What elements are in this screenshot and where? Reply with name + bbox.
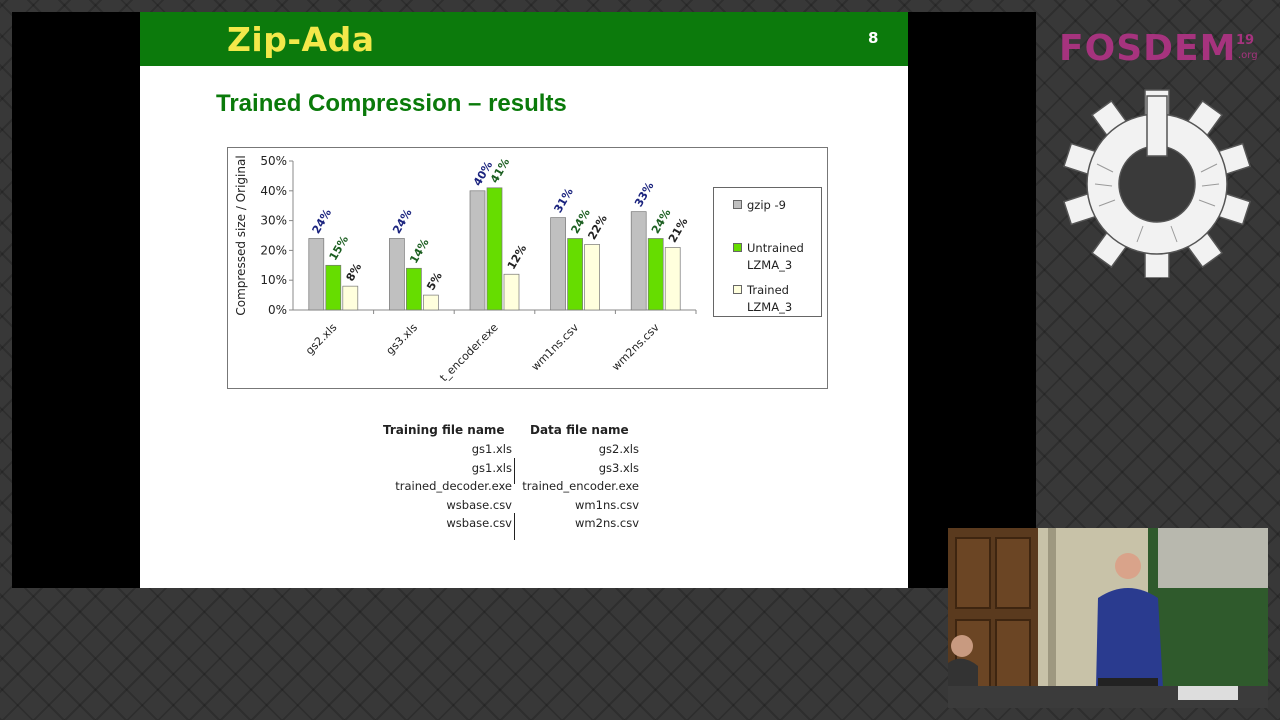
bar-chart: 0% 10% 20% 30% 40% 50% Compressed size / Origi… — [227, 147, 828, 389]
legend-swatch-untrained — [733, 243, 742, 252]
speaker-camera-image — [948, 528, 1268, 708]
table-cell-data: trained_encoder.exe — [522, 479, 639, 493]
y-tick-label: 20% — [260, 243, 287, 257]
fosdem-year: 19 — [1236, 33, 1255, 48]
data-label: 33% — [632, 180, 656, 209]
legend-swatch-trained — [733, 285, 742, 294]
bar-0 — [550, 217, 566, 311]
data-label: 24% — [310, 207, 334, 236]
bar-1 — [406, 267, 422, 311]
data-label: 8% — [344, 261, 365, 284]
table-cell-training: wsbase.csv — [446, 498, 512, 512]
data-label: 41% — [488, 156, 512, 185]
legend-label: Untrained LZMA_3 — [747, 241, 804, 272]
table-cell-training: gs1.xls — [471, 461, 512, 475]
table-cell-data: wm2ns.csv — [575, 516, 639, 530]
table-divider — [514, 458, 515, 484]
bar-2 — [584, 244, 600, 311]
data-label: 12% — [505, 242, 529, 271]
speaker-camera-feed — [948, 528, 1268, 708]
fosdem-logo: FOSDEM — [1059, 28, 1237, 69]
slide-title: Trained Compression – results — [216, 90, 567, 117]
legend-swatch-gzip — [733, 200, 742, 209]
bar-2 — [664, 247, 681, 311]
data-label: 24% — [390, 207, 414, 236]
bar-0 — [469, 190, 486, 311]
bar-1 — [647, 238, 664, 311]
bar-1 — [486, 187, 503, 311]
y-tick-label: 0% — [268, 303, 287, 317]
data-label: 14% — [407, 236, 431, 265]
bar-1 — [567, 238, 583, 311]
bar-chart-svg: 0% 10% 20% 30% 40% 50% Compressed size / Origi… — [234, 154, 697, 385]
presentation-slide: Zip-Ada 8 Trained Compression – results … — [140, 12, 908, 588]
table-cell-data: gs2.xls — [598, 442, 639, 456]
y-tick-label: 40% — [260, 184, 287, 198]
table-divider — [514, 513, 515, 540]
x-tick-label: t_encoder.exe — [437, 321, 501, 385]
table-cell-data: gs3.xls — [598, 461, 639, 475]
x-tick-label: gs3.xls — [384, 321, 421, 358]
bar-2 — [342, 285, 359, 311]
bar-2 — [503, 273, 520, 311]
table-header-training: Training file name — [383, 423, 505, 437]
training-file-table: Training file name Data file name gs1.xl… — [370, 423, 650, 543]
slide-header: Zip-Ada 8 — [140, 12, 908, 66]
table-cell-training: gs1.xls — [471, 442, 512, 456]
slide-number: 8 — [868, 29, 879, 47]
data-label: 15% — [327, 233, 351, 262]
bar-0 — [630, 211, 647, 311]
y-axis-label: Compressed size / Original — [234, 155, 248, 315]
legend-label: Trained LZMA_3 — [747, 283, 793, 314]
x-tick-label: wm1ns.csv — [529, 321, 582, 374]
table-header-data: Data file name — [530, 423, 629, 437]
y-tick-label: 10% — [260, 273, 287, 287]
bar-0 — [308, 238, 325, 311]
fosdem-gear-icon — [1062, 89, 1252, 278]
x-tick-label: gs2.xls — [303, 321, 340, 358]
x-tick-label: wm2ns.csv — [609, 321, 662, 374]
bar-0 — [389, 238, 405, 311]
data-label: 21% — [666, 216, 690, 245]
slide-brand-title: Zip-Ada — [227, 20, 375, 59]
bar-1 — [325, 264, 342, 311]
table-cell-data: wm1ns.csv — [575, 498, 639, 512]
legend-label: gzip -9 — [747, 198, 786, 212]
y-tick-label: 30% — [260, 214, 287, 228]
data-label: 31% — [551, 186, 575, 215]
table-cell-training: wsbase.csv — [446, 516, 512, 530]
fosdem-org: .org — [1238, 50, 1258, 61]
table-cell-training: trained_decoder.exe — [395, 479, 512, 493]
data-label: 5% — [424, 270, 445, 293]
chart-legend: gzip -9 Untrained LZMA_3 Trained LZMA_3 — [713, 187, 822, 317]
bar-2 — [423, 294, 439, 311]
y-tick-label: 50% — [260, 154, 287, 168]
